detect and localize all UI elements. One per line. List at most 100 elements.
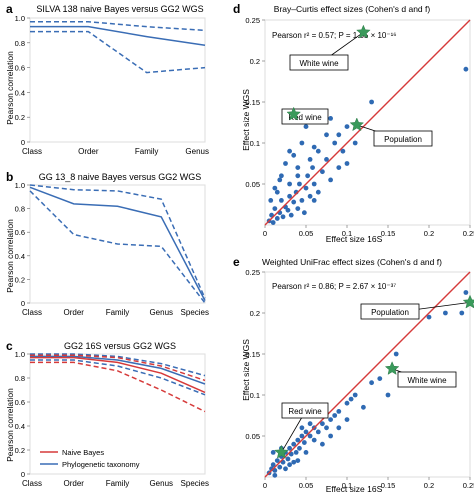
panel-b-ylabel: Pearson correlation <box>5 219 15 293</box>
scatter-point <box>299 425 305 431</box>
annotation-label: White wine <box>407 376 447 385</box>
x-tick-label: 0.15 <box>381 229 396 238</box>
y-tick-label: 1.0 <box>15 14 25 23</box>
x-tick-label: Genus <box>149 308 173 317</box>
regression-line <box>264 271 471 478</box>
highlight-star <box>384 361 400 375</box>
scatter-point <box>291 152 297 158</box>
scatter-point <box>303 450 309 455</box>
series-line-nb-dashed <box>30 361 206 413</box>
y-tick-label: 0.05 <box>245 180 260 189</box>
scatter-point <box>344 161 350 166</box>
y-tick-label: 0.2 <box>15 446 25 455</box>
x-tick-label: Order <box>64 479 85 488</box>
highlight-star <box>349 117 365 132</box>
series-line-phylo-solid <box>30 25 206 47</box>
panel-letter-b: b <box>6 170 13 184</box>
annotation-box <box>397 371 457 388</box>
annotation-box <box>281 402 329 419</box>
scatter-point <box>307 157 313 162</box>
panel-e-frame <box>264 271 471 478</box>
scatter-point <box>463 290 469 295</box>
panel-c-title: GG2 16S versus GG2 WGS <box>64 341 176 351</box>
scatter-point <box>361 404 366 410</box>
y-tick-label: 0 <box>21 299 25 308</box>
x-tick-label: 0.25 <box>463 481 474 490</box>
scatter-point <box>369 380 374 386</box>
x-tick-label: Species <box>181 308 209 317</box>
scatter-point <box>328 177 333 183</box>
scatter-point <box>291 199 297 205</box>
series-line-phylo-dashed <box>29 184 206 299</box>
scatter-point <box>272 206 278 212</box>
scatter-point <box>287 181 292 187</box>
legend-phylogenetic-label: Phylogenetic taxonomy <box>62 460 140 469</box>
scatter-point <box>303 185 309 191</box>
regression-line <box>264 19 471 226</box>
highlight-star <box>286 106 302 121</box>
panel-d-xlabel: Effect size 16S <box>326 234 383 244</box>
x-tick-label: Species <box>181 479 209 488</box>
scatter-point <box>303 124 309 129</box>
y-tick-label: 0.2 <box>15 275 25 284</box>
scatter-point <box>459 310 465 316</box>
y-tick-label: 0.15 <box>245 350 260 359</box>
panel-d-stat: Pearson r² = 0.57; P = 1.35 × 10⁻¹⁶ <box>272 31 397 40</box>
x-tick-label: 0.05 <box>299 229 314 238</box>
scatter-point <box>320 421 325 427</box>
scatter-point <box>268 198 274 203</box>
x-tick-label: Order <box>64 308 85 317</box>
scatter-point <box>291 441 297 447</box>
scatter-point <box>311 181 317 187</box>
panel-b-plot: 0 0.2 0.4 0.6 0.8 1.0 Class Order Family Genus Spe… <box>15 181 209 317</box>
annotation-box <box>360 303 420 320</box>
scatter-point <box>270 462 276 468</box>
annotation-label: Red wine <box>288 407 322 416</box>
panel-a-ylabel: Pearson correlation <box>5 51 15 125</box>
scatter-point <box>324 157 329 162</box>
y-tick-label: 0.15 <box>245 98 260 107</box>
scatter-point <box>283 161 288 166</box>
scatter-point <box>340 148 346 154</box>
y-tick-label: 0.25 <box>245 268 260 277</box>
panel-letter-c: c <box>6 339 13 353</box>
annotation-label: Population <box>384 135 422 144</box>
scatter-point <box>295 173 301 179</box>
scatter-point <box>328 417 333 422</box>
scatter-point <box>310 165 315 171</box>
panel-letter-a: a <box>6 2 13 16</box>
scatter-point <box>352 392 358 398</box>
x-tick-label: 0 <box>263 481 267 490</box>
panel-a-frame <box>29 17 206 143</box>
highlight-star <box>356 24 371 39</box>
scatter-point <box>274 216 280 221</box>
scatter-point <box>311 198 317 203</box>
scatter-point <box>328 433 333 439</box>
y-tick-label: 1.0 <box>15 181 25 190</box>
scatter-point <box>280 214 286 220</box>
scatter-point <box>299 140 305 146</box>
x-tick-label: 0.1 <box>342 481 352 490</box>
y-tick-label: 0.4 <box>15 88 25 97</box>
annotation-label: Population <box>371 308 409 317</box>
scatter-point <box>272 185 278 191</box>
scatter-point <box>315 429 321 435</box>
y-tick-label: 0.8 <box>15 374 25 383</box>
scatter-point <box>348 396 354 402</box>
panel-a-title: SILVA 138 naive Bayes versus GG2 WGS <box>36 4 203 14</box>
scatter-point <box>297 181 302 187</box>
scatter-point <box>324 132 329 138</box>
x-tick-label: 0.2 <box>424 481 434 490</box>
scatter-point <box>307 421 313 427</box>
scatter-point <box>324 425 329 431</box>
x-tick-label: Family <box>106 308 130 317</box>
x-tick-label: Genus <box>185 147 209 156</box>
scatter-point <box>307 193 313 199</box>
panel-e-title: Weighted UniFrac effect sizes (Cohen's d… <box>262 257 442 267</box>
x-tick-label: 0.15 <box>381 481 396 490</box>
annotation-label: White wine <box>299 59 339 68</box>
scatter-point <box>295 206 301 212</box>
scatter-point <box>336 425 342 431</box>
panel-d-frame <box>264 19 471 226</box>
x-tick-label: 0.1 <box>342 229 352 238</box>
